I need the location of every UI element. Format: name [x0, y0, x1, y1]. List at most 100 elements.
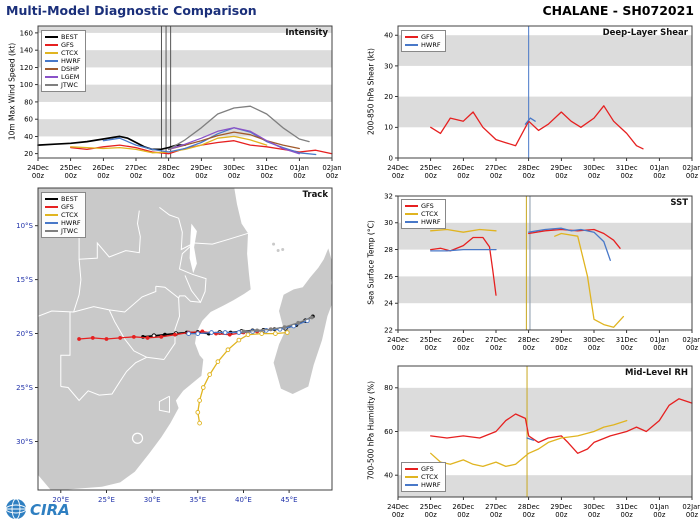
svg-text:140: 140 — [20, 47, 33, 55]
svg-text:120: 120 — [20, 64, 33, 72]
svg-text:40: 40 — [24, 133, 33, 141]
legend-swatch — [45, 222, 58, 224]
svg-text:29Dec: 29Dec — [550, 164, 572, 172]
shear-panel-title: Deep-Layer Shear — [602, 28, 688, 38]
svg-text:26: 26 — [384, 273, 393, 281]
svg-text:30Dec: 30Dec — [583, 336, 605, 344]
svg-text:00z: 00z — [653, 172, 666, 180]
svg-text:00z: 00z — [588, 511, 601, 519]
svg-text:20°S: 20°S — [16, 330, 33, 338]
legend-swatch — [45, 206, 58, 208]
track-legend: BEST GFS CTCX HWRF JTWC — [41, 192, 86, 238]
svg-text:10: 10 — [384, 124, 393, 132]
svg-text:00z: 00z — [686, 344, 699, 352]
legend-label: GFS — [421, 33, 434, 41]
legend-swatch — [45, 84, 58, 86]
svg-text:00z: 00z — [425, 344, 438, 352]
legend-label: GFS — [61, 41, 74, 49]
legend-label: HWRF — [421, 41, 441, 49]
cira-logo-text: CIRA — [30, 501, 70, 519]
rh-ylabel: 700-500 hPa Humidity (%) — [366, 381, 376, 481]
legend-label: JTWC — [61, 81, 78, 89]
legend-label: JTWC — [61, 227, 78, 235]
sst-legend: GFS CTCX HWRF — [401, 199, 446, 229]
svg-text:28: 28 — [384, 246, 393, 254]
intensity-plot: 2040608010012014016024Dec00z25Dec00z26De… — [20, 25, 342, 180]
svg-text:00z: 00z — [293, 172, 306, 180]
svg-text:00z: 00z — [457, 172, 470, 180]
figure-title: Multi-Model Diagnostic Comparison — [6, 3, 257, 18]
legend-swatch — [405, 476, 418, 478]
shear-legend: GFS HWRF — [401, 30, 446, 52]
svg-text:25°S: 25°S — [16, 384, 33, 392]
legend-item-gfs: GFS — [405, 33, 441, 41]
svg-text:30°E: 30°E — [144, 496, 161, 504]
legend-item-dshp: DSHP — [45, 65, 81, 73]
legend-label: CTCX — [61, 211, 79, 219]
svg-text:00z: 00z — [621, 511, 634, 519]
sst-panel-title: SST — [670, 198, 688, 208]
svg-text:00z: 00z — [523, 511, 536, 519]
svg-text:31Dec: 31Dec — [256, 164, 278, 172]
svg-text:22: 22 — [384, 326, 393, 334]
legend-swatch — [45, 60, 58, 62]
legend-item-gfs: GFS — [45, 203, 81, 211]
svg-text:01Jan: 01Jan — [290, 164, 309, 172]
svg-text:30Dec: 30Dec — [583, 503, 605, 511]
legend-swatch — [45, 44, 58, 46]
svg-text:24: 24 — [384, 300, 393, 308]
legend-item-hwrf: HWRF — [405, 218, 441, 226]
svg-text:00z: 00z — [621, 344, 634, 352]
legend-label: BEST — [61, 33, 78, 41]
svg-text:00z: 00z — [228, 172, 241, 180]
svg-text:00z: 00z — [653, 511, 666, 519]
cira-logo: CIRA — [3, 494, 70, 525]
svg-text:26Dec: 26Dec — [452, 503, 474, 511]
svg-text:30Dec: 30Dec — [223, 164, 245, 172]
svg-text:20: 20 — [24, 150, 33, 158]
svg-text:00z: 00z — [555, 172, 568, 180]
legend-label: GFS — [61, 203, 74, 211]
svg-text:45°E: 45°E — [281, 496, 298, 504]
svg-text:00z: 00z — [523, 344, 536, 352]
svg-text:40: 40 — [384, 32, 393, 40]
rh-panel-title: Mid-Level RH — [624, 368, 688, 378]
intensity-ylabel: 10m Max Wind Speed (kt) — [7, 42, 17, 141]
svg-text:20: 20 — [384, 93, 393, 101]
legend-swatch — [45, 230, 58, 232]
svg-text:20°E: 20°E — [52, 496, 69, 504]
svg-text:29Dec: 29Dec — [550, 503, 572, 511]
svg-text:30°S: 30°S — [16, 438, 33, 446]
svg-text:25Dec: 25Dec — [60, 164, 82, 172]
svg-text:40°E: 40°E — [235, 496, 252, 504]
svg-text:29Dec: 29Dec — [190, 164, 212, 172]
legend-label: HWRF — [61, 57, 81, 65]
legend-label: BEST — [61, 195, 78, 203]
svg-text:00z: 00z — [392, 511, 405, 519]
svg-text:02Jan: 02Jan — [682, 336, 700, 344]
svg-text:25Dec: 25Dec — [420, 336, 442, 344]
legend-item-jtwc: JTWC — [45, 81, 81, 89]
svg-text:25Dec: 25Dec — [420, 164, 442, 172]
svg-text:30: 30 — [384, 219, 393, 227]
svg-text:27Dec: 27Dec — [485, 336, 507, 344]
svg-text:00z: 00z — [261, 172, 274, 180]
svg-text:00z: 00z — [130, 172, 143, 180]
svg-text:01Jan: 01Jan — [650, 164, 669, 172]
rh-plot: 40608024Dec00z25Dec00z26Dec00z27Dec00z28… — [384, 365, 700, 519]
svg-text:24Dec: 24Dec — [387, 336, 409, 344]
legend-item-gfs: GFS — [45, 41, 81, 49]
legend-label: GFS — [421, 202, 434, 210]
legend-item-gfs: GFS — [405, 202, 441, 210]
svg-text:00z: 00z — [490, 344, 503, 352]
legend-swatch — [45, 68, 58, 70]
svg-text:00z: 00z — [163, 172, 176, 180]
svg-text:24Dec: 24Dec — [27, 164, 49, 172]
svg-text:00z: 00z — [97, 172, 110, 180]
intensity-legend: BEST GFS CTCX HWRF DSHP LGEM JTWC — [41, 30, 86, 92]
svg-text:30: 30 — [384, 62, 393, 70]
shear-plot: 01020304024Dec00z25Dec00z26Dec00z27Dec00… — [384, 25, 700, 180]
legend-item-gfs: GFS — [405, 465, 441, 473]
legend-swatch — [45, 36, 58, 38]
